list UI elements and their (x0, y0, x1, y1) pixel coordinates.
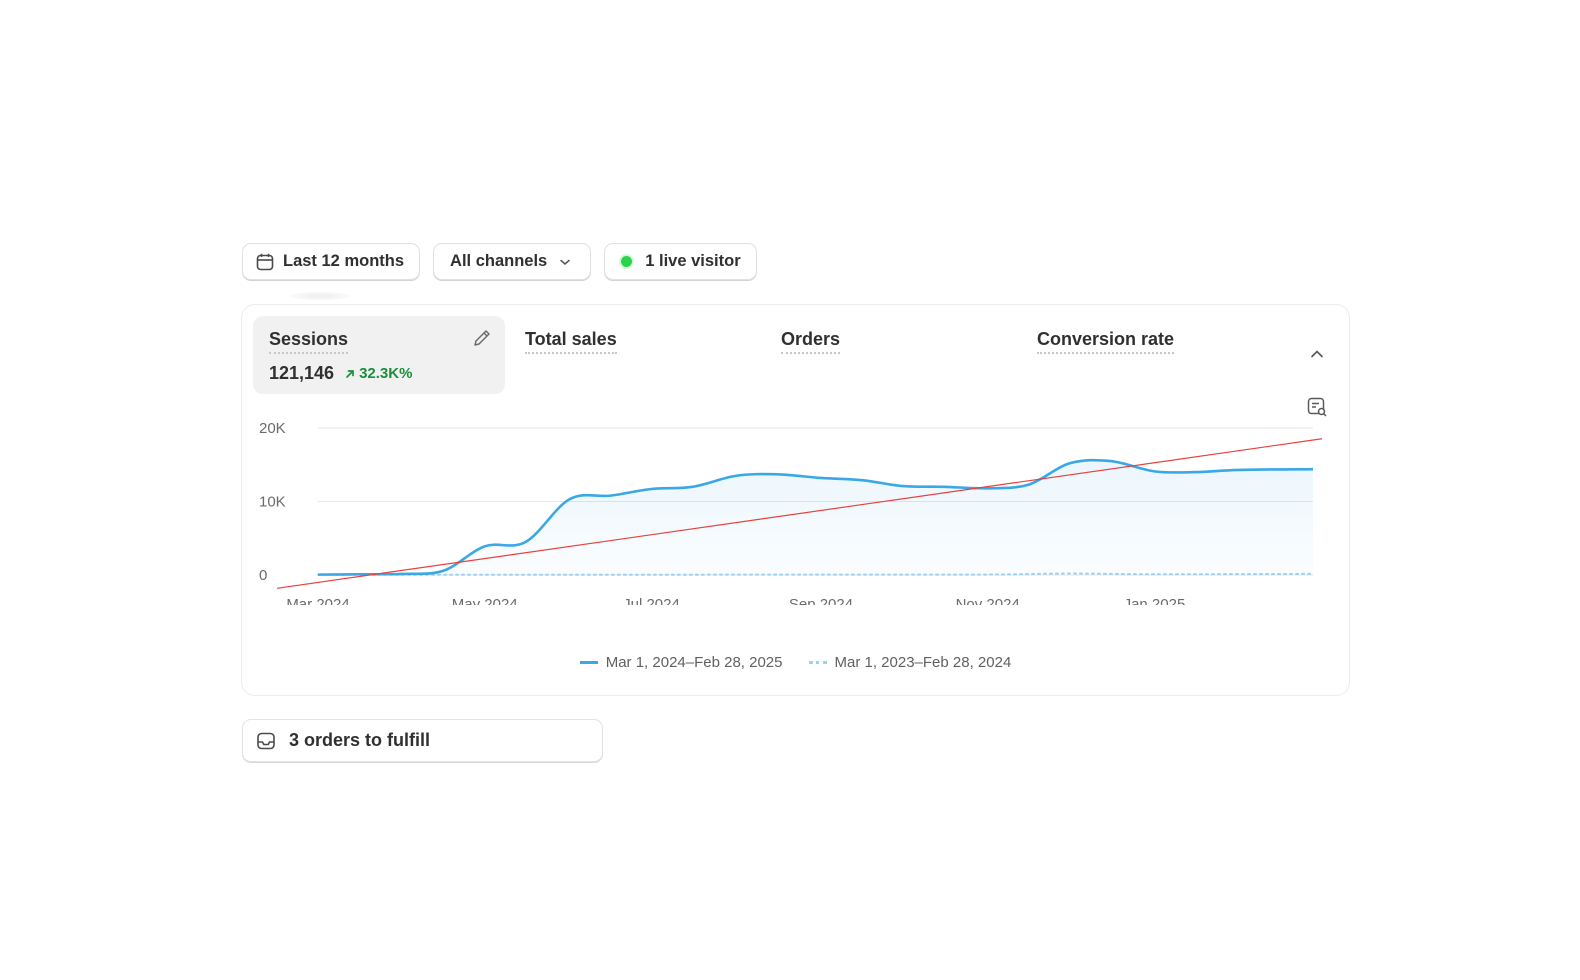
dotted-line-swatch (808, 661, 827, 664)
chart-explore-icon[interactable] (1305, 395, 1329, 419)
chart-legend: Mar 1, 2024–Feb 28, 2025 Mar 1, 2023–Feb… (242, 654, 1349, 671)
channels-dropdown[interactable]: All channels (433, 243, 592, 280)
metric-value: 121,146 (269, 363, 335, 383)
date-range-label: Last 12 months (283, 252, 405, 270)
solid-line-swatch (579, 661, 598, 664)
chevron-up-icon[interactable] (1307, 344, 1327, 364)
x-tick-label: Sep 2024 (789, 596, 853, 605)
y-tick-label: 20K (259, 420, 286, 437)
metric-tab-orders[interactable]: Orders (765, 316, 856, 394)
y-tick-label: 10K (259, 494, 286, 511)
legend-item-current[interactable]: Mar 1, 2024–Feb 28, 2025 (579, 654, 783, 671)
x-tick-label: Nov 2024 (956, 596, 1020, 605)
y-tick-label: 0 (259, 567, 267, 584)
legend-item-previous[interactable]: Mar 1, 2023–Feb 28, 2024 (808, 654, 1012, 671)
sessions-chart: 0 10K 20K Mar 2024 May 2024 Jul 2024 Sep 2024 N… (259, 420, 1323, 605)
live-visitor-button[interactable]: 1 live visitor (604, 243, 757, 280)
metric-tab-sessions[interactable]: Sessions 121,146 32.3K% (253, 316, 505, 394)
metric-label: Orders (781, 329, 841, 354)
metric-label: Total sales (525, 329, 617, 354)
orders-to-fulfill-button[interactable]: 3 orders to fulfill (242, 719, 603, 762)
metric-delta-value: 32.3K% (359, 365, 413, 382)
pencil-icon[interactable] (471, 327, 493, 349)
x-tick-label: May 2024 (452, 596, 518, 605)
arrow-up-right-icon (346, 369, 354, 378)
x-tick-label: Jul 2024 (623, 596, 680, 605)
orders-to-fulfill-label: 3 orders to fulfill (289, 730, 431, 750)
series-line-current (317, 458, 1314, 576)
legend-label: Mar 1, 2023–Feb 28, 2024 (834, 654, 1012, 671)
legend-label: Mar 1, 2024–Feb 28, 2025 (605, 654, 783, 671)
live-visitor-label: 1 live visitor (645, 252, 741, 270)
inbox-icon (257, 732, 275, 749)
metric-tab-conversion-rate[interactable]: Conversion rate (1021, 316, 1190, 394)
trendline (276, 438, 1323, 589)
metric-delta: 32.3K% (344, 365, 412, 382)
metric-label: Conversion rate (1037, 329, 1175, 354)
x-tick-label: Jan 2025 (1124, 596, 1186, 605)
live-status-dot (621, 256, 633, 267)
metric-label: Sessions (269, 329, 349, 354)
filter-bar: Last 12 months All channels 1 live visit… (242, 243, 757, 280)
chevron-down-icon (555, 252, 575, 272)
x-tick-label: Mar 2024 (286, 596, 349, 605)
drag-shadow (290, 292, 350, 300)
metric-tab-total-sales[interactable]: Total sales (509, 316, 633, 394)
channels-label: All channels (450, 252, 548, 270)
date-range-button[interactable]: Last 12 months (242, 243, 421, 280)
calendar-icon (255, 252, 275, 272)
analytics-card: Sessions 121,146 32.3K% Total sales Orde… (241, 304, 1350, 696)
series-line-previous (317, 572, 1314, 576)
